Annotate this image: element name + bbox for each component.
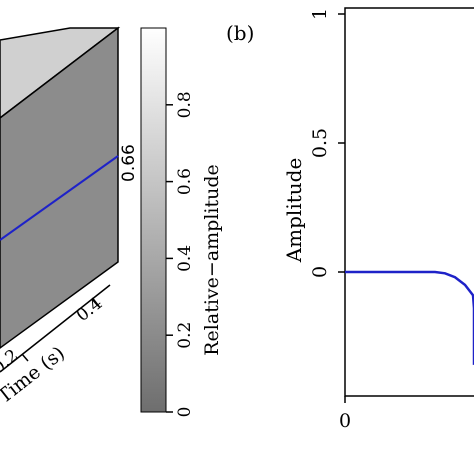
series-line-0	[345, 270, 474, 365]
colorbar-gradient	[140, 27, 167, 413]
y-tick-label-0: 1	[309, 8, 331, 20]
colorbar: 0 0.2 0.4 0.6 0.8 Relative−amplitude	[140, 27, 223, 417]
plot-frame	[344, 7, 474, 397]
panel-a: 0.4 0.2 Time (s) 0.66	[0, 26, 139, 408]
panel-b-label: (b)	[226, 21, 254, 45]
colorbar-tick-label-0: 0	[175, 407, 195, 418]
time-tick-0.2	[21, 353, 29, 362]
colorbar-ticks: 0 0.2 0.4 0.6 0.8	[166, 91, 195, 417]
time-tick-label-0.4: 0.4	[73, 294, 107, 326]
y-tick-label-1: 0.5	[309, 128, 331, 158]
slice-annotation: 0.66	[119, 144, 139, 182]
time-tick-0.4	[91, 298, 99, 307]
colorbar-tick-label-2: 0.4	[175, 245, 195, 272]
colorbar-tick-label-1: 0.2	[175, 322, 195, 349]
colorbar-label: Relative−amplitude	[201, 164, 223, 356]
x-axis-ticks: 0	[339, 396, 351, 432]
colorbar-tick-label-3: 0.6	[175, 168, 195, 195]
y-tick-label-2: 0	[309, 266, 331, 278]
volume-front-face	[0, 26, 119, 349]
colorbar-tick-label-4: 0.8	[175, 91, 195, 118]
y-axis-label: Amplitude	[282, 158, 306, 264]
volume-slice-line	[0, 155, 119, 241]
panel-b: (b) 10.50 0 Amplitude	[226, 7, 474, 432]
series-group	[345, 270, 474, 365]
x-tick-label-0: 0	[339, 410, 351, 432]
y-axis-ticks: 10.50	[309, 8, 345, 278]
